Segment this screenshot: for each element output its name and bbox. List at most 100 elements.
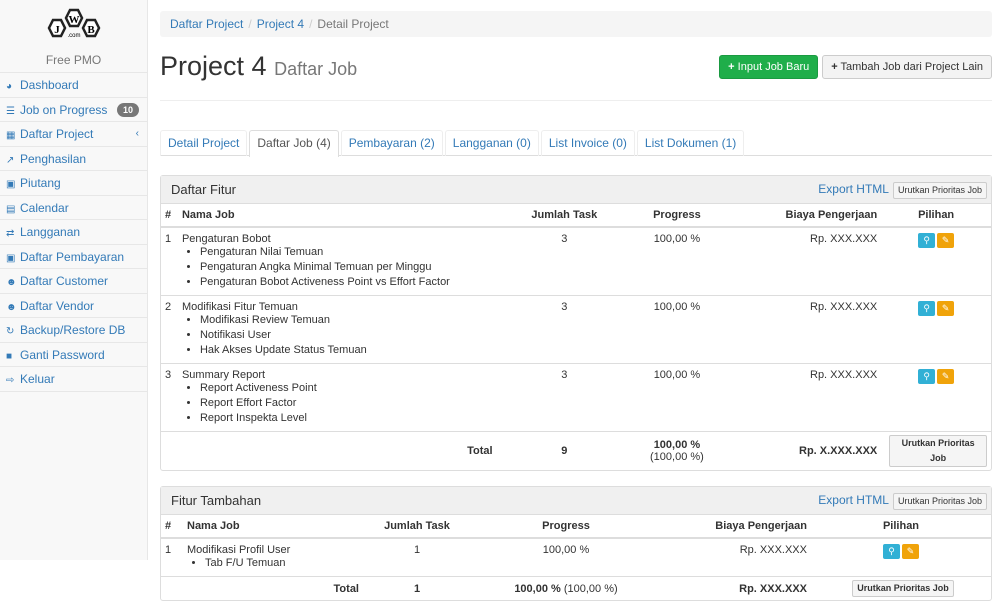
column-header: Pilihan xyxy=(881,204,991,228)
progress: 100,00 % xyxy=(632,226,722,296)
sidebar-item-label: Ganti Password xyxy=(20,347,105,362)
progress: 100,00 % xyxy=(471,537,661,577)
edit-icon[interactable]: ✎ xyxy=(937,233,955,248)
sidebar-item-label: Job on Progress xyxy=(20,102,108,117)
column-header: Biaya Pengerjaan xyxy=(721,204,882,228)
panel-title: Fitur Tambahan xyxy=(171,493,262,508)
btn-label: Tambah Job dari Project Lain xyxy=(840,61,983,73)
urutkan-prioritas-button[interactable]: Urutkan Prioritas Job xyxy=(892,182,987,199)
total-tasks: 9 xyxy=(496,431,633,470)
urutkan-prioritas-button[interactable]: Urutkan Prioritas Job xyxy=(889,435,987,467)
search-icon[interactable]: ⚲ xyxy=(883,544,900,559)
column-header: Pilihan xyxy=(811,515,991,539)
sidebar-item-calendar[interactable]: ▤ Calendar xyxy=(0,196,147,220)
users-icon: ☻ xyxy=(6,277,17,288)
task-count: 1 xyxy=(363,537,471,577)
job-table: # Nama Job Jumlah Task Progress Biaya Penger… xyxy=(161,515,991,600)
row-number: 3 xyxy=(161,363,178,432)
total-label: Total xyxy=(177,431,497,470)
edit-icon[interactable]: ✎ xyxy=(937,301,955,316)
cost: Rp. XXX.XXX xyxy=(721,295,882,364)
task-count: 3 xyxy=(496,363,633,432)
job-name: Summary Report xyxy=(181,369,266,381)
job-name: Modifikasi Fitur Temuan xyxy=(181,301,298,313)
sub-task: Modifikasi Review Temuan xyxy=(200,313,493,328)
table-row: 1 Modifikasi Profil UserTab F/U Temuan 1… xyxy=(161,537,991,577)
sidebar-item-label: Daftar Project xyxy=(20,127,94,141)
tab-list-dokumen-1-[interactable]: List Dokumen (1) xyxy=(636,130,745,156)
sidebar-item-langganan[interactable]: ⇄ Langganan xyxy=(0,220,147,245)
sign-out-icon: ⇨ xyxy=(6,375,15,386)
total-progress: 100,00 % xyxy=(514,582,561,595)
progress: 100,00 % xyxy=(632,295,722,364)
sidebar-item-label: Backup/Restore DB xyxy=(20,323,126,337)
tab-list-invoice-0-[interactable]: List Invoice (0) xyxy=(540,130,635,156)
input-job-baru-button[interactable]: + Input Job Baru xyxy=(719,55,819,79)
tab-pembayaran-2-[interactable]: Pembayaran (2) xyxy=(340,130,443,156)
search-icon[interactable]: ⚲ xyxy=(918,233,936,248)
tambah-job-button[interactable]: + Tambah Job dari Project Lain xyxy=(822,55,992,79)
urutkan-prioritas-button[interactable]: Urutkan Prioritas Job xyxy=(892,493,987,510)
sidebar-item-daftar-customer[interactable]: ☻ Daftar Customer xyxy=(0,269,147,294)
column-header: Nama Job xyxy=(177,204,497,228)
plus-icon: + xyxy=(831,61,838,73)
sub-task: Pengaturan Nilai Temuan xyxy=(200,245,493,260)
row-number: 1 xyxy=(161,537,183,577)
money-icon: ▣ xyxy=(6,179,16,190)
column-header: Jumlah Task xyxy=(363,515,471,539)
edit-icon[interactable]: ✎ xyxy=(902,544,919,559)
sidebar-item-daftar-vendor[interactable]: ☻ Daftar Vendor xyxy=(0,294,147,318)
total-cost: Rp. XXX.XXX xyxy=(661,576,811,600)
sidebar-item-penghasilan[interactable]: ↗ Penghasilan xyxy=(0,147,147,171)
svg-text:B: B xyxy=(87,24,95,36)
sidebar-item-dashboard[interactable]: ◕ Dashboard xyxy=(0,73,147,98)
page-title: Project 4 Daftar Job xyxy=(160,51,357,82)
edit-icon[interactable]: ✎ xyxy=(937,369,955,384)
panel-title: Daftar Fitur xyxy=(171,182,237,197)
column-header: Biaya Pengerjaan xyxy=(661,515,811,539)
sidebar-item-job-on-progress[interactable]: ☰ Job on Progress 10 xyxy=(0,98,147,122)
breadcrumb-project-4[interactable]: Project 4 xyxy=(256,17,305,31)
table-icon: ▦ xyxy=(6,130,16,141)
sidebar-item-keluar[interactable]: ⇨ Keluar xyxy=(0,367,147,392)
search-icon[interactable]: ⚲ xyxy=(918,369,936,384)
svg-text:.com: .com xyxy=(67,33,80,39)
tab-daftar-job-4-[interactable]: Daftar Job (4) xyxy=(249,130,339,157)
plus-icon: + xyxy=(728,61,735,73)
total-cost: Rp. X.XXX.XXX xyxy=(721,431,882,470)
row-number: 2 xyxy=(161,295,178,364)
lock-icon: ■ xyxy=(6,350,13,362)
breadcrumb: Daftar Project / Project 4/Detail Project xyxy=(160,11,992,37)
breadcrumb-daftar-project[interactable]: Daftar Project xyxy=(170,17,244,31)
sidebar-item-piutang[interactable]: ▣ Piutang xyxy=(0,171,147,196)
sidebar-item-daftar-pembayaran[interactable]: ▣ Daftar Pembayaran xyxy=(0,245,147,269)
search-icon[interactable]: ⚲ xyxy=(918,301,936,316)
sidebar-item-label: Dashboard xyxy=(20,78,79,92)
dashboard-icon: ◕ xyxy=(6,81,13,92)
sidebar-item-label: Penghasilan xyxy=(20,151,87,166)
calendar-icon: ▤ xyxy=(6,203,16,215)
export-html-link[interactable]: Export HTML xyxy=(818,493,889,507)
tab-detail-project[interactable]: Detail Project xyxy=(160,130,248,156)
table-row: 2 Modifikasi Fitur TemuanModifikasi Revi… xyxy=(161,295,991,364)
sidebar: J W B .com Free PMO ◕ Dashboard ☰ Job on Pr… xyxy=(0,0,148,560)
tasks-icon: ☰ xyxy=(6,105,15,117)
svg-text:W: W xyxy=(68,14,79,26)
sidebar-item-ganti-password[interactable]: ■ Ganti Password xyxy=(0,343,147,367)
main-content: Daftar Project / Project 4/Detail Project … xyxy=(160,0,992,601)
refresh-icon: ↻ xyxy=(6,326,15,337)
btn-label: Input Job Baru xyxy=(737,61,810,73)
export-html-link[interactable]: Export HTML xyxy=(818,182,889,196)
urutkan-prioritas-button[interactable]: Urutkan Prioritas Job xyxy=(852,580,954,597)
sub-task: Report Inspekta Level xyxy=(200,411,493,426)
app-subtitle: Free PMO xyxy=(45,53,102,67)
total-label: Total xyxy=(183,576,363,600)
sidebar-item-backup-restore-db[interactable]: ↻ Backup/Restore DB xyxy=(0,318,147,343)
tab-langganan-0-[interactable]: Langganan (0) xyxy=(444,130,539,156)
jwb-logo: J W B .com xyxy=(47,8,100,39)
total-progress: 100,00 % xyxy=(653,439,701,451)
retweet-icon: ⇄ xyxy=(6,228,15,239)
sidebar-item-label: Langganan xyxy=(20,225,81,239)
sidebar-item-daftar-project[interactable]: ▦ Daftar Project ‹ xyxy=(0,122,147,147)
column-header: Progress xyxy=(632,204,722,228)
